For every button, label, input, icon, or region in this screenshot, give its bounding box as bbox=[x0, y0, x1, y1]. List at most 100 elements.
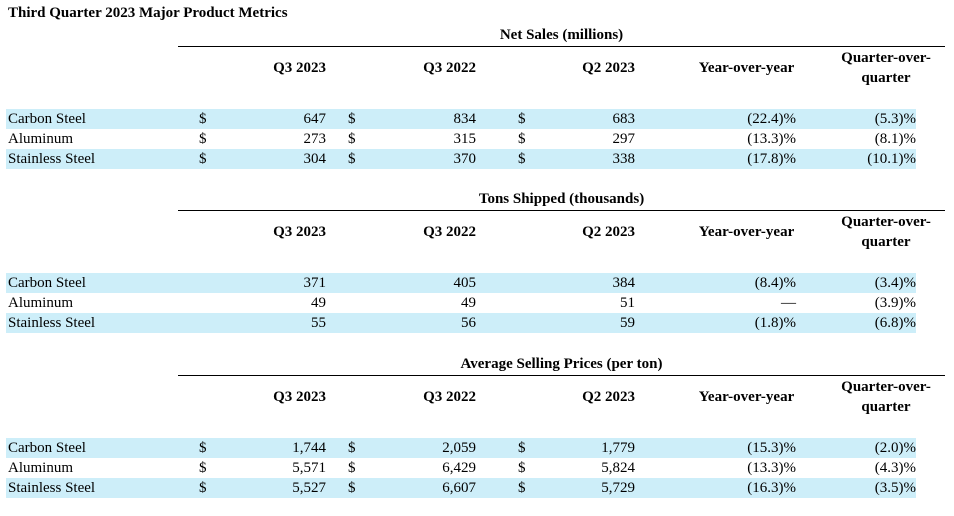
value-q3-2022: 315 bbox=[453, 131, 477, 147]
value-yoy: (17.8)% bbox=[747, 151, 796, 167]
currency-symbol: $ bbox=[199, 460, 207, 476]
currency-symbol: $ bbox=[348, 151, 356, 167]
value-qoq: (10.1)% bbox=[867, 151, 916, 167]
value-q3-2023: 304 bbox=[303, 151, 327, 167]
value-yoy: (13.3)% bbox=[747, 131, 796, 147]
header-q2-2023: Q2 2023 bbox=[582, 224, 635, 240]
value-qoq: (3.9)% bbox=[874, 295, 916, 311]
value-q2-2023: 297 bbox=[612, 131, 636, 147]
value-q3-2023: 371 bbox=[303, 275, 327, 291]
table-row: Aluminum $ 273 $ 315 $ 297 (13.3)% (8.1)… bbox=[6, 129, 916, 149]
currency-symbol: $ bbox=[518, 111, 526, 127]
table-row: Carbon Steel $ 647 $ 834 $ 683 (22.4)% (… bbox=[6, 109, 916, 129]
section-title: Tons Shipped (thousands) bbox=[178, 191, 945, 211]
currency-symbol: $ bbox=[348, 460, 356, 476]
value-qoq: (4.3)% bbox=[874, 460, 916, 476]
section-tons-shipped: Tons Shipped (thousands) Q3 2023 Q3 2022… bbox=[0, 191, 954, 351]
table-row: Stainless Steel $ 304 $ 370 $ 338 (17.8)… bbox=[6, 149, 916, 169]
value-q3-2022: 6,429 bbox=[442, 460, 476, 476]
value-q2-2023: 5,824 bbox=[601, 460, 635, 476]
value-q2-2023: 1,779 bbox=[601, 440, 635, 456]
currency-symbol: $ bbox=[348, 440, 356, 456]
value-yoy: (8.4)% bbox=[754, 275, 796, 291]
header-q3-2023: Q3 2023 bbox=[273, 224, 326, 240]
value-yoy: (13.3)% bbox=[747, 460, 796, 476]
value-qoq: (5.3)% bbox=[874, 111, 916, 127]
currency-symbol: $ bbox=[199, 131, 207, 147]
value-q3-2023: 5,571 bbox=[292, 460, 326, 476]
value-q2-2023: 5,729 bbox=[601, 480, 635, 496]
header-q3-2022: Q3 2022 bbox=[423, 224, 476, 240]
row-label: Carbon Steel bbox=[8, 440, 86, 456]
currency-symbol: $ bbox=[518, 440, 526, 456]
value-q3-2022: 6,607 bbox=[442, 480, 476, 496]
currency-symbol: $ bbox=[199, 111, 207, 127]
row-label: Stainless Steel bbox=[8, 151, 96, 167]
value-q3-2022: 834 bbox=[453, 111, 477, 127]
row-label: Carbon Steel bbox=[8, 275, 86, 291]
header-q2-2023: Q2 2023 bbox=[582, 389, 635, 405]
table-row: Stainless Steel 55 56 59 (1.8)% (6.8)% bbox=[6, 313, 916, 333]
table-row: Carbon Steel 371 405 384 (8.4)% (3.4)% bbox=[6, 273, 916, 293]
value-q3-2023: 49 bbox=[311, 295, 326, 311]
currency-symbol: $ bbox=[348, 131, 356, 147]
row-label: Carbon Steel bbox=[8, 111, 86, 127]
value-q3-2023: 647 bbox=[303, 111, 327, 127]
value-q2-2023: 59 bbox=[620, 315, 635, 331]
row-label: Aluminum bbox=[8, 295, 74, 311]
value-yoy: — bbox=[781, 295, 796, 311]
currency-symbol: $ bbox=[199, 440, 207, 456]
currency-symbol: $ bbox=[518, 131, 526, 147]
value-q2-2023: 683 bbox=[612, 111, 636, 127]
currency-symbol: $ bbox=[348, 111, 356, 127]
row-label: Aluminum bbox=[8, 131, 74, 147]
header-year-over-year: Year-over-year bbox=[698, 60, 795, 76]
value-q3-2022: 405 bbox=[453, 275, 477, 291]
table-row: Aluminum $ 5,571 $ 6,429 $ 5,824 (13.3)%… bbox=[6, 458, 916, 478]
header-quarter-over-quarter: Quarter-over- bbox=[841, 214, 931, 230]
table-row: Aluminum 49 49 51 — (3.9)% bbox=[6, 293, 916, 313]
value-q3-2022: 370 bbox=[453, 151, 477, 167]
value-yoy: (16.3)% bbox=[747, 480, 796, 496]
header-quarter-over-quarter: Quarter-over- bbox=[841, 379, 931, 395]
value-q3-2022: 56 bbox=[461, 315, 476, 331]
value-q2-2023: 384 bbox=[612, 275, 636, 291]
value-yoy: (22.4)% bbox=[747, 111, 796, 127]
value-q2-2023: 338 bbox=[612, 151, 636, 167]
value-q3-2023: 1,744 bbox=[292, 440, 326, 456]
value-qoq: (3.5)% bbox=[874, 480, 916, 496]
header-q3-2022: Q3 2022 bbox=[423, 60, 476, 76]
header-quarter-over-quarter-line2: quarter bbox=[861, 399, 911, 415]
header-quarter-over-quarter-line2: quarter bbox=[861, 234, 911, 250]
row-label: Aluminum bbox=[8, 460, 74, 476]
value-yoy: (15.3)% bbox=[747, 440, 796, 456]
value-q3-2022: 49 bbox=[461, 295, 476, 311]
table-row: Stainless Steel $ 5,527 $ 6,607 $ 5,729 … bbox=[6, 478, 916, 498]
value-qoq: (6.8)% bbox=[874, 315, 916, 331]
header-year-over-year: Year-over-year bbox=[698, 389, 795, 405]
value-q3-2022: 2,059 bbox=[442, 440, 476, 456]
currency-symbol: $ bbox=[518, 480, 526, 496]
section-average-selling-prices: Average Selling Prices (per ton) Q3 2023… bbox=[0, 356, 954, 516]
table-row: Carbon Steel $ 1,744 $ 2,059 $ 1,779 (15… bbox=[6, 438, 916, 458]
header-q3-2023: Q3 2023 bbox=[273, 389, 326, 405]
currency-symbol: $ bbox=[199, 480, 207, 496]
currency-symbol: $ bbox=[518, 151, 526, 167]
section-title: Net Sales (millions) bbox=[178, 27, 945, 47]
value-q2-2023: 51 bbox=[620, 295, 635, 311]
header-q3-2023: Q3 2023 bbox=[273, 60, 326, 76]
row-label: Stainless Steel bbox=[8, 480, 96, 496]
section-title: Average Selling Prices (per ton) bbox=[178, 356, 945, 376]
document-title: Third Quarter 2023 Major Product Metrics bbox=[8, 5, 288, 21]
value-q3-2023: 5,527 bbox=[292, 480, 326, 496]
header-q2-2023: Q2 2023 bbox=[582, 60, 635, 76]
value-q3-2023: 55 bbox=[311, 315, 326, 331]
currency-symbol: $ bbox=[518, 460, 526, 476]
header-year-over-year: Year-over-year bbox=[698, 224, 795, 240]
value-qoq: (2.0)% bbox=[874, 440, 916, 456]
currency-symbol: $ bbox=[348, 480, 356, 496]
currency-symbol: $ bbox=[199, 151, 207, 167]
header-quarter-over-quarter-line2: quarter bbox=[861, 70, 911, 86]
value-yoy: (1.8)% bbox=[754, 315, 796, 331]
section-net-sales: Net Sales (millions) Q3 2023 Q3 2022 Q2 … bbox=[0, 27, 954, 187]
